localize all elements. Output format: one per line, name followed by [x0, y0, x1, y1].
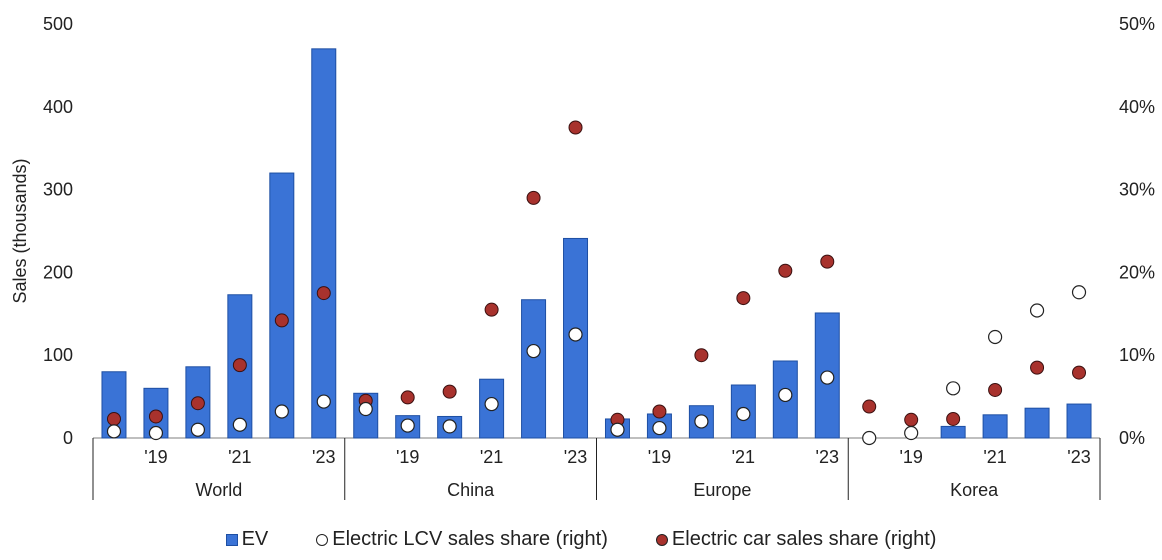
marker-car-share: [652, 404, 667, 419]
marker-car-share: [484, 302, 499, 317]
marker-lcv-share: [946, 381, 961, 396]
axes-layer: [92, 437, 1101, 500]
labels-layer: 0 100 200 300 400 500 0% 10% 20% 30% 40% 50% Sales (…: [10, 14, 1155, 500]
marker-car-share: [274, 313, 289, 328]
bar-ev: [1066, 403, 1092, 439]
legend-swatch-car: [655, 533, 668, 546]
marker-lcv-share: [484, 396, 499, 412]
marker-lcv-share: [358, 401, 373, 417]
y-axis-title: Sales (thousands): [10, 158, 30, 303]
marker-lcv-share: [904, 425, 919, 441]
x-tick-label: '23: [312, 447, 335, 467]
y-tick-label: 500: [43, 14, 73, 34]
marker-car-share: [736, 291, 751, 306]
marker-car-share: [106, 411, 121, 426]
marker-car-share: [694, 348, 709, 363]
marker-car-share: [1030, 360, 1045, 375]
marker-car-share: [988, 382, 1003, 397]
group-label: China: [447, 480, 495, 500]
group-label: World: [196, 480, 243, 500]
legend-label-lcv: Electric LCV sales share (right): [332, 528, 608, 550]
x-tick-label: '23: [564, 447, 587, 467]
marker-lcv-share: [694, 414, 709, 429]
legend-item-car: Electric car sales share (right): [655, 528, 937, 551]
marker-lcv-share: [106, 424, 122, 439]
x-tick-label: '21: [983, 447, 1006, 467]
y2-tick-label: 10%: [1119, 345, 1155, 365]
bar-ev: [269, 172, 295, 439]
marker-car-share: [1072, 365, 1087, 380]
marker-lcv-share: [316, 394, 331, 409]
marker-car-share: [568, 120, 583, 135]
marker-lcv-share: [232, 417, 247, 432]
legend-item-lcv: Electric LCV sales share (right): [316, 528, 608, 551]
marker-lcv-share: [778, 387, 793, 403]
group-label: Europe: [693, 480, 751, 500]
marker-car-share: [778, 263, 793, 278]
marker-car-share: [316, 286, 331, 301]
marker-lcv-share: [442, 419, 457, 434]
x-tick-label: '21: [480, 447, 503, 467]
legend-swatch-ev: [225, 533, 238, 546]
markers-layer: [106, 120, 1087, 446]
marker-lcv-share: [820, 370, 835, 385]
marker-car-share: [442, 384, 457, 399]
marker-lcv-share: [148, 425, 164, 441]
marker-car-share: [820, 254, 835, 269]
marker-lcv-share: [988, 329, 1003, 345]
x-tick-label: '23: [1067, 447, 1090, 467]
bar-ev: [982, 414, 1008, 439]
x-tick-label: '21: [228, 447, 251, 467]
marker-car-share: [232, 358, 247, 373]
x-tick-label: '19: [396, 447, 419, 467]
bar-ev: [1024, 407, 1050, 439]
bars-layer: [101, 48, 1092, 439]
marker-car-share: [526, 190, 541, 205]
marker-lcv-share: [1071, 285, 1087, 300]
y-tick-label: 200: [43, 262, 73, 282]
x-tick-label: '23: [816, 447, 839, 467]
y-tick-label: 300: [43, 180, 73, 200]
marker-car-share: [946, 411, 961, 426]
legend-swatch-lcv: [316, 533, 329, 546]
legend-label-car: Electric car sales share (right): [671, 528, 937, 550]
y-tick-label: 0: [63, 428, 73, 448]
marker-lcv-share: [862, 430, 877, 446]
x-tick-label: '19: [899, 447, 922, 467]
bar-ev: [311, 48, 337, 439]
legend: EV Electric LCV sales share (right) Elec…: [0, 528, 1162, 551]
marker-lcv-share: [568, 327, 583, 342]
x-tick-label: '19: [144, 447, 167, 467]
y-tick-label: 100: [43, 345, 73, 365]
bar-ev: [521, 299, 547, 439]
group-label: Korea: [950, 480, 999, 500]
marker-car-share: [148, 409, 163, 424]
x-tick-label: '21: [732, 447, 755, 467]
y2-tick-label: 0%: [1119, 428, 1145, 448]
y-tick-label: 400: [43, 97, 73, 117]
y2-tick-label: 30%: [1119, 180, 1155, 200]
marker-car-share: [190, 396, 205, 411]
marker-lcv-share: [1029, 303, 1045, 318]
bar-ev: [940, 425, 966, 439]
legend-label-ev: EV: [241, 528, 269, 550]
marker-lcv-share: [610, 422, 625, 437]
marker-lcv-share: [400, 418, 415, 433]
combo-chart: 0 100 200 300 400 500 0% 10% 20% 30% 40% 50% Sales (…: [10, 14, 1155, 500]
y2-tick-label: 50%: [1119, 14, 1155, 34]
marker-lcv-share: [652, 420, 667, 436]
marker-car-share: [400, 390, 415, 405]
marker-lcv-share: [274, 404, 289, 419]
x-tick-label: '19: [648, 447, 671, 467]
y2-tick-label: 20%: [1119, 262, 1155, 282]
marker-lcv-share: [526, 343, 541, 359]
marker-lcv-share: [190, 422, 205, 437]
y2-tick-label: 40%: [1119, 97, 1155, 117]
legend-item-ev: EV: [225, 528, 269, 551]
marker-lcv-share: [736, 406, 751, 422]
marker-car-share: [904, 412, 919, 427]
marker-car-share: [862, 399, 877, 414]
